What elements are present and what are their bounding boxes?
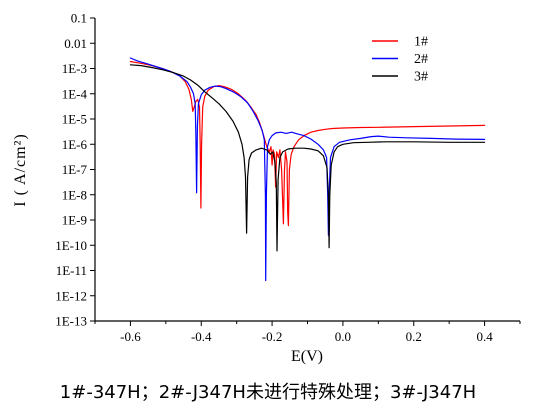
legend-label-2: 2# [414, 52, 428, 67]
polarization-chart: 0.1 0.01 1E-3 1E-4 1E-5 1E-6 1E-7 1E-8 1E-9 1E-10… [12, 11, 521, 365]
x-axis-label: E(V) [291, 348, 323, 365]
legend: 1# 2# 3# [372, 35, 428, 85]
x-tick-label: -0.2 [262, 329, 283, 344]
y-tick-label: 1E-8 [62, 187, 87, 202]
y-tick-label: 1E-5 [62, 112, 87, 127]
y-tick-label: 1E-3 [62, 61, 87, 76]
axis-ticks: 0.1 0.01 1E-3 1E-4 1E-5 1E-6 1E-7 1E-8 1E-9 1E-10… [55, 11, 521, 344]
axes [94, 18, 520, 322]
x-tick-label: 0.2 [406, 329, 422, 344]
legend-label-3: 3# [414, 70, 428, 85]
y-tick-label: 0.01 [64, 36, 87, 51]
y-tick-label: 1E-9 [62, 213, 87, 228]
series-layer [129, 57, 486, 282]
series-line-3 [129, 64, 486, 252]
y-tick-label: 1E-12 [55, 288, 87, 303]
x-tick-label: 0.4 [476, 329, 493, 344]
series-line-1 [129, 60, 486, 227]
y-tick-label: 1E-11 [56, 263, 87, 278]
legend-label-1: 1# [414, 35, 428, 50]
y-tick-label: 1E-7 [62, 162, 88, 177]
x-tick-label: -0.6 [120, 329, 141, 344]
series-line-2 [129, 57, 486, 282]
y-tick-label: 1E-13 [55, 314, 87, 329]
x-tick-label: -0.4 [191, 329, 212, 344]
y-axis-label: I ( A/cm²) [12, 133, 29, 206]
figure-caption: 1#-347H；2#-J347H未进行特殊处理；3#-J347H [59, 382, 477, 403]
y-tick-label: 0.1 [71, 11, 87, 26]
y-tick-label: 1E-10 [55, 238, 87, 253]
y-tick-label: 1E-6 [62, 137, 88, 152]
x-tick-label: 0.0 [335, 329, 351, 344]
y-tick-label: 1E-4 [62, 86, 88, 101]
